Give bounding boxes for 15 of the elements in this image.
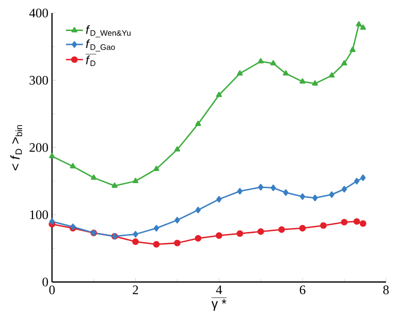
x-tick-label: 4 [216,286,222,294]
x-axis-title: γ * [211,299,226,311]
y-tick-label: 300 [30,76,48,85]
x-tick-label: 6 [300,286,306,294]
legend-label: f$_{D}$ [86,56,96,66]
legend-label: f$_{D_Gao}$ [86,39,115,52]
y-tick-label: 400 [29,8,48,18]
legend-label: f$_{D_Wen&Yu}$ [86,25,130,38]
y-axis-title: < f$_{D}$ >$_{bin}$ [10,125,22,170]
y-tick-label: 0 [42,278,48,286]
y-tick-label: 100 [30,210,48,220]
x-tick-label: 8 [383,286,389,294]
x-tick-label: 2 [132,286,138,294]
y-tick-label: 200 [30,143,48,152]
x-tick-label: 0 [49,286,55,294]
